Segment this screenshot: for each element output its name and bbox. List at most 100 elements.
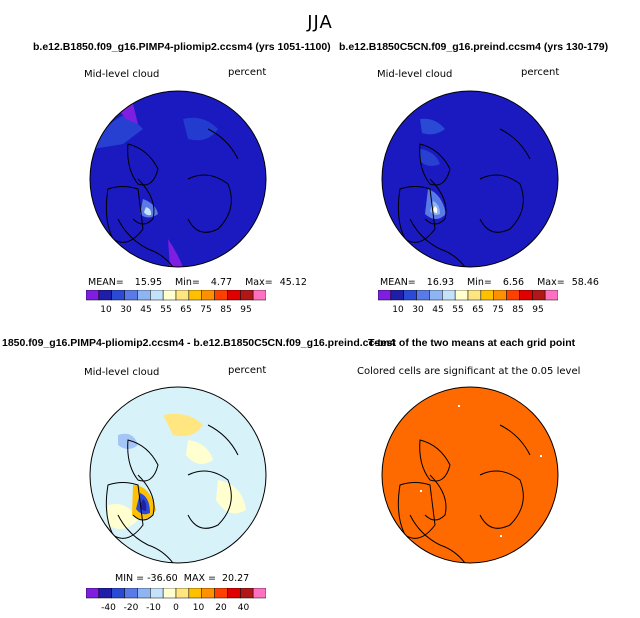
colorbar-swatch — [378, 290, 392, 301]
colorbar-tick-label: 30 — [412, 305, 424, 315]
min-value: 4.77 — [210, 277, 233, 288]
colorbar-swatch — [467, 290, 482, 301]
panel-1-map — [89, 90, 267, 268]
nonsignificant-cell — [500, 535, 502, 537]
colorbar-swatch — [252, 290, 266, 301]
colorbar-swatch — [201, 588, 215, 599]
colorbar-swatch — [429, 290, 443, 301]
coastline — [397, 482, 436, 539]
colorbar-tick-label: 95 — [240, 305, 251, 315]
colorbar-tick-label: 75 — [492, 305, 503, 315]
coastline — [424, 474, 447, 521]
colorbar-swatch — [454, 290, 469, 301]
panel-2-map — [381, 90, 559, 268]
colorbar-swatch — [252, 588, 266, 599]
min-label: Min= — [175, 277, 200, 288]
colorbar-tick-label: 20 — [215, 603, 227, 613]
panel-4-title: T-test of the two means at each grid poi… — [368, 337, 576, 349]
colorbar-tick-label: 95 — [532, 305, 543, 315]
map-border — [381, 386, 559, 564]
colorbar-swatch — [519, 290, 533, 301]
colorbar-swatch — [150, 290, 164, 301]
max-label: Max= — [245, 277, 273, 288]
panel-1-variable-label: Mid-level cloud — [84, 69, 160, 80]
colorbar-tick-label: 10 — [100, 305, 112, 315]
colorbar-swatch — [175, 588, 190, 599]
panel-2-field — [382, 91, 558, 267]
panel-2-variable-label: Mid-level cloud — [377, 69, 453, 80]
mean-value: 15.95 — [134, 277, 162, 288]
colorbar-swatch — [544, 290, 558, 301]
coastline — [499, 424, 531, 456]
coastline — [479, 174, 524, 233]
colorbar-tick-label: 10 — [193, 603, 205, 613]
coastline — [499, 128, 531, 160]
colorbar-swatch — [227, 588, 241, 599]
colorbar-swatch — [403, 290, 417, 301]
colorbar-swatch — [175, 290, 190, 301]
colorbar-swatch — [214, 290, 228, 301]
colorbar-tick-label: -10 — [146, 603, 161, 613]
colorbar-tick-label: -40 — [101, 603, 116, 613]
panel-3-variable-label: Mid-level cloud — [84, 367, 160, 378]
colorbar-swatch — [188, 290, 202, 301]
panel-3-colorbar: -40 -20 -10 0 10 20 40 — [86, 588, 266, 613]
coastline — [105, 186, 144, 243]
coastline — [419, 439, 451, 482]
colorbar-tick-label: 55 — [452, 305, 463, 315]
coastline — [419, 143, 451, 186]
colorbar-tick-label: 65 — [180, 305, 191, 315]
colorbar-swatch — [188, 588, 202, 599]
panel-4-map — [381, 386, 559, 564]
map-border — [381, 90, 559, 268]
anomaly-patch — [108, 504, 138, 529]
colorbar-swatch — [532, 290, 546, 301]
coastline — [117, 514, 174, 563]
colorbar-swatch — [124, 588, 138, 599]
colorbar-swatch — [214, 588, 228, 599]
colorbar-tick-label: 0 — [173, 603, 179, 613]
colorbar-tick-label: 40 — [238, 603, 250, 613]
colorbar-swatch — [86, 290, 100, 301]
panel-3-map — [89, 386, 267, 564]
cloud-patch — [93, 114, 143, 149]
coastline — [207, 424, 239, 456]
colorbar-swatch — [240, 588, 254, 599]
panel-1-field — [90, 91, 266, 267]
panel-3-field — [90, 387, 266, 563]
coastline — [409, 218, 466, 267]
colorbar-tick-label: 85 — [512, 305, 523, 315]
coastline — [187, 174, 232, 233]
colorbar-swatch — [137, 588, 151, 599]
colorbar-tick-label: 65 — [472, 305, 483, 315]
anomaly-patch — [140, 499, 147, 511]
panel-1-units-label: percent — [228, 67, 267, 78]
cloud-patch — [420, 149, 440, 166]
panel-3-title: 1850.f09_g16.PIMP4-pliomip2.ccsm4 - b.e1… — [2, 337, 396, 349]
max-value: 45.12 — [279, 277, 307, 288]
colorbar-swatch — [506, 290, 520, 301]
colorbar-swatch — [98, 290, 112, 301]
figure-title: JJA — [307, 12, 333, 33]
colorbar-tick-label: 10 — [392, 305, 404, 315]
anomaly-patch — [163, 413, 203, 437]
colorbar-swatch — [416, 290, 430, 301]
colorbar-tick-label: 75 — [200, 305, 211, 315]
coastline — [132, 178, 155, 225]
colorbar-swatch — [162, 588, 177, 599]
panel-2-stats: MEAN= 16.93 Min= 6.56 Max= 58.46 — [380, 277, 599, 288]
colorbar-tick-label: -20 — [124, 603, 139, 613]
coastline — [207, 128, 239, 160]
panel-1-stats: MEAN= 15.95 Min= 4.77 Max= 45.12 — [88, 277, 307, 288]
mean-label: MEAN= — [88, 277, 124, 288]
cloud-patch — [183, 117, 218, 141]
coastline — [117, 218, 174, 267]
colorbar-swatch — [98, 588, 112, 599]
coastline — [397, 186, 436, 243]
coastline — [132, 474, 155, 521]
coastline — [187, 470, 232, 529]
colorbar-tick-label: 55 — [160, 305, 171, 315]
cloud-patch — [144, 207, 152, 216]
anomaly-patch — [186, 440, 213, 464]
colorbar-tick-label: 45 — [140, 305, 151, 315]
